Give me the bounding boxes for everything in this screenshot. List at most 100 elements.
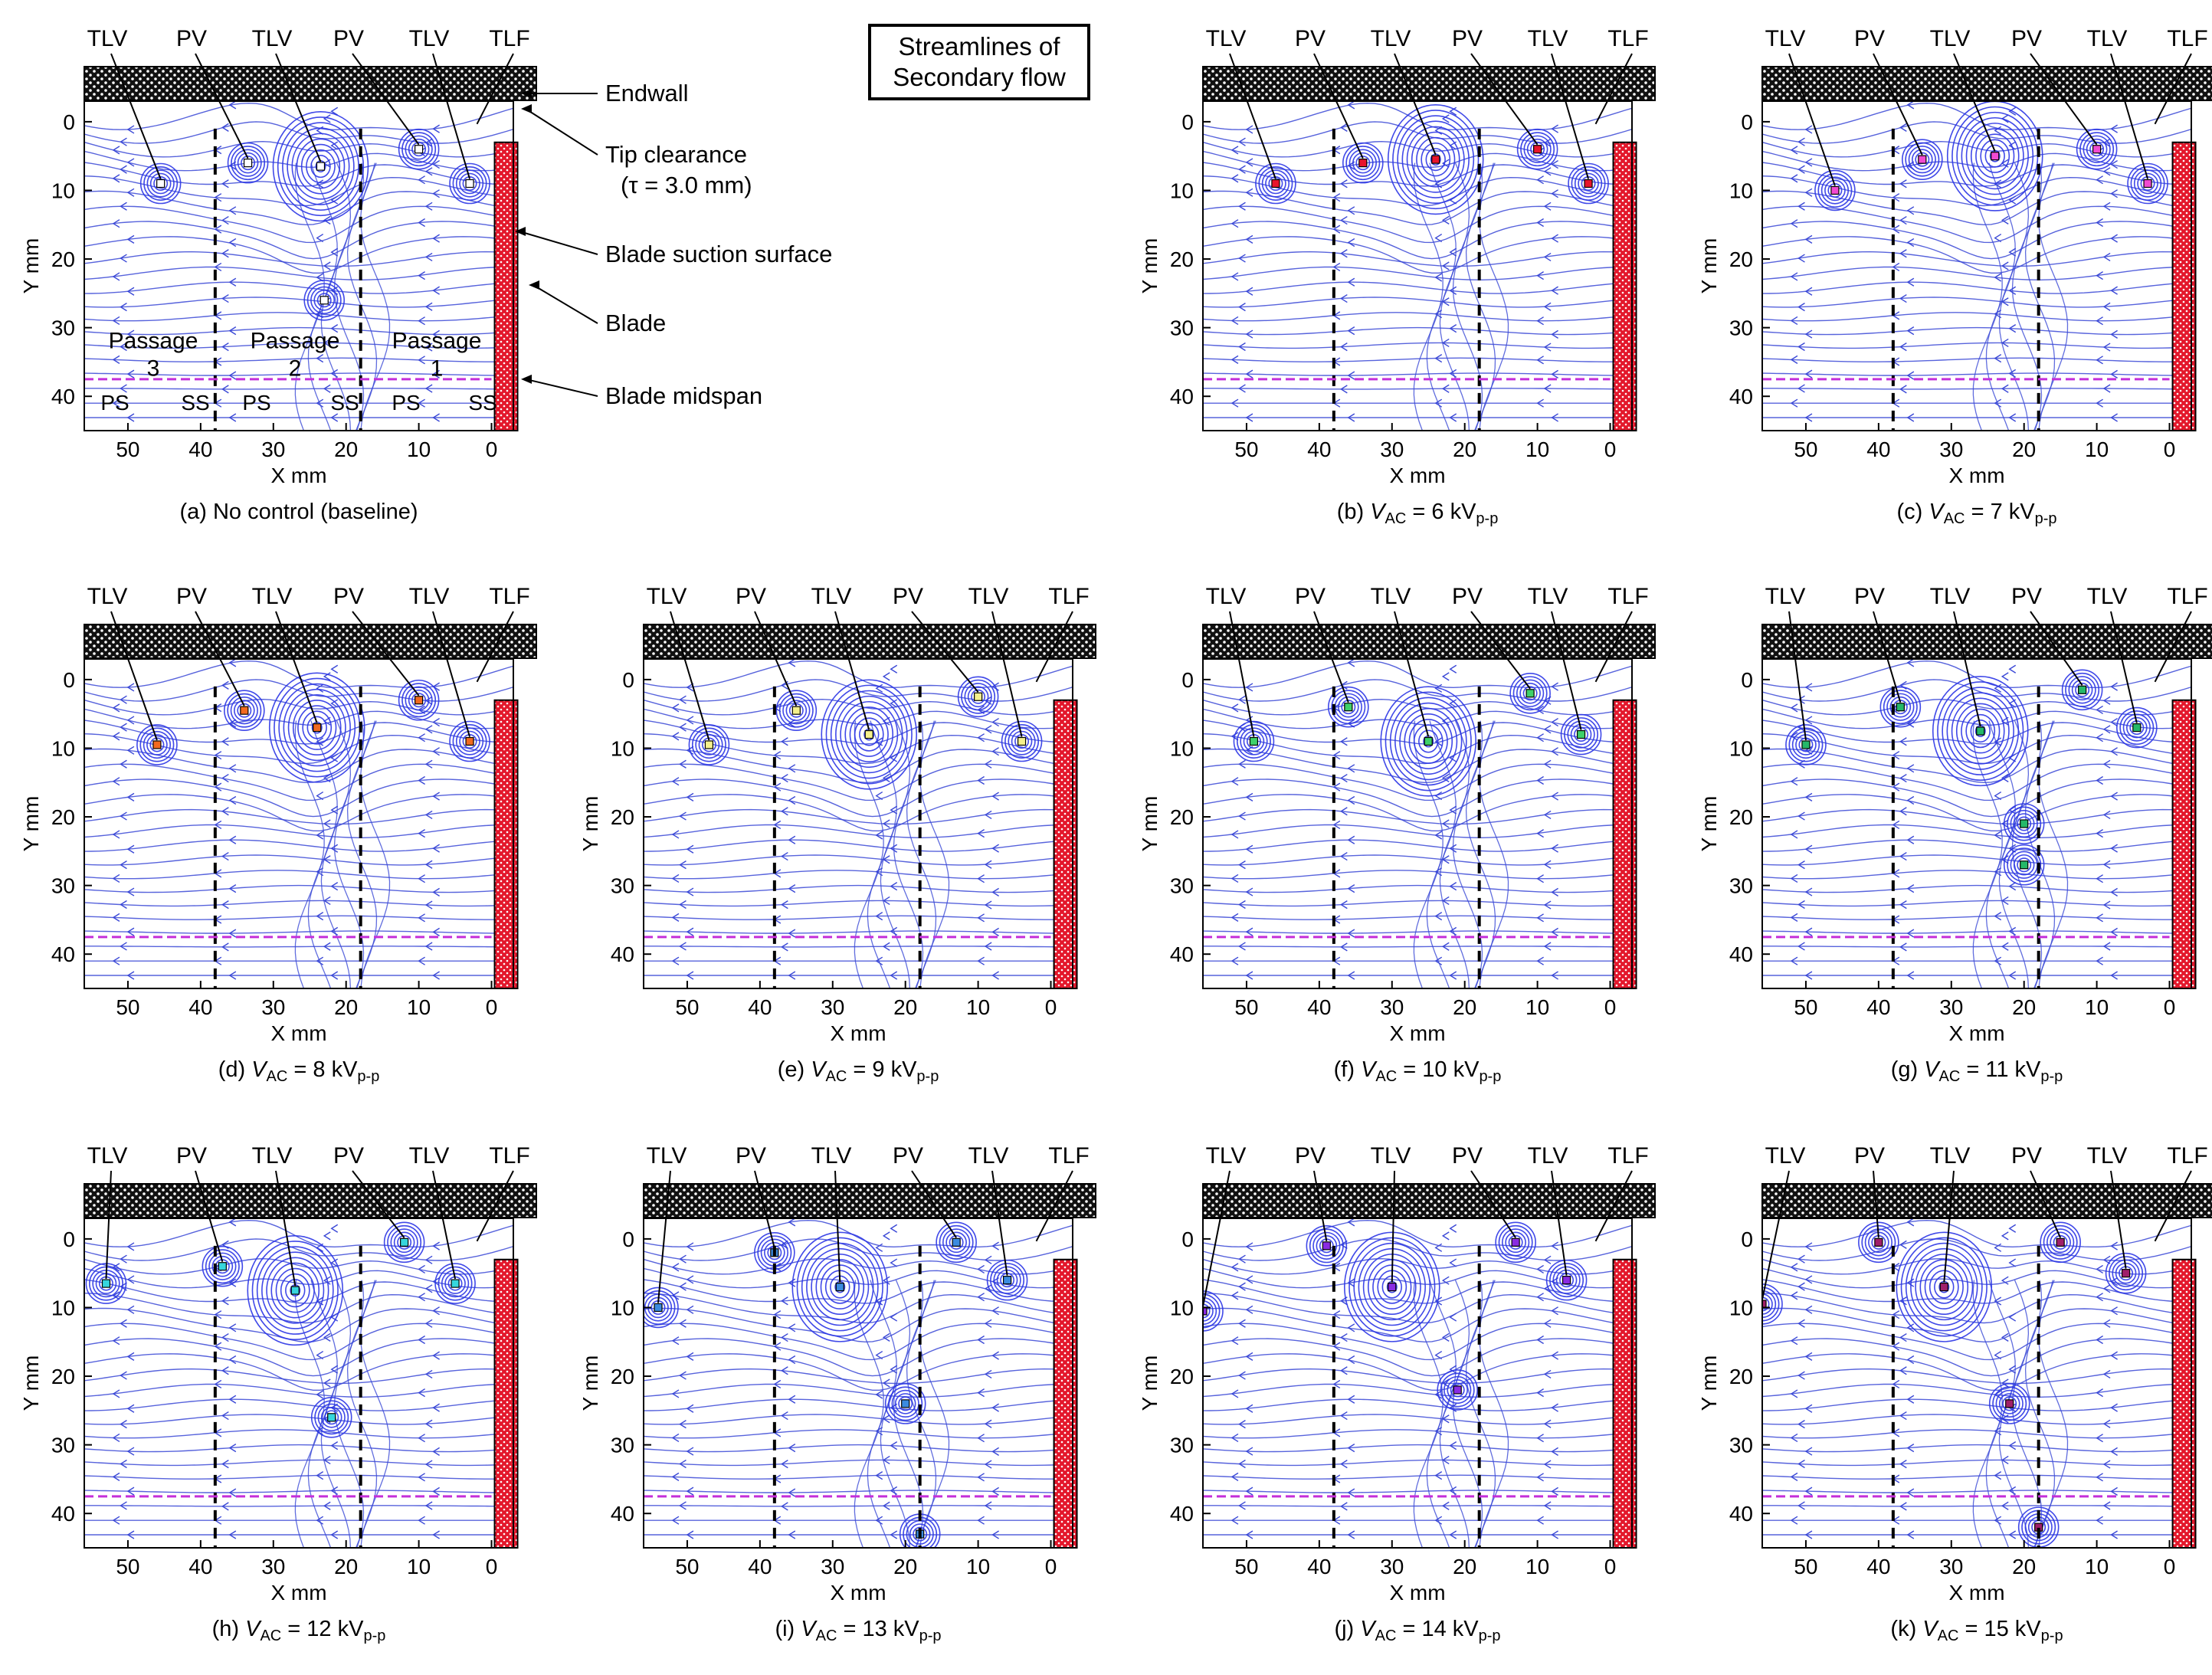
streamline-arrow <box>1245 844 1253 854</box>
streamline-arrow <box>1804 125 1813 134</box>
streamline-arrow <box>2008 1365 2017 1374</box>
streamline-arrow <box>112 272 120 281</box>
streamline-arrow <box>991 1241 999 1251</box>
vortex-leader <box>2030 53 2098 146</box>
vortex-center-marker <box>1939 1282 1948 1292</box>
axes-frame <box>643 1218 1073 1549</box>
streamline-arrow <box>1892 1310 1900 1319</box>
streamline-arrow <box>221 343 229 352</box>
plume-streamline <box>320 720 352 988</box>
streamline-arrow <box>214 1428 222 1437</box>
vortex-label: PV <box>1295 26 1326 51</box>
vortex-label: TLF <box>489 26 529 51</box>
vortex-center-marker <box>156 179 165 188</box>
vortex-ring <box>272 111 369 222</box>
streamline-arrow <box>1245 971 1253 980</box>
streamline <box>1203 698 1632 716</box>
streamline-arrow <box>221 249 229 258</box>
streamline-arrow <box>112 874 120 883</box>
endwall <box>1202 1183 1656 1218</box>
streamline-arrow <box>418 356 425 365</box>
streamline <box>1762 1459 2191 1467</box>
y-axis-label: Y mm <box>19 1355 43 1411</box>
streamline <box>84 884 513 893</box>
vortex-ring <box>441 1269 470 1298</box>
streamline <box>644 1353 1073 1391</box>
streamline-arrow <box>1790 1433 1798 1443</box>
vortex-ring <box>2007 847 2042 883</box>
streamline-arrow <box>2102 810 2111 820</box>
streamline-arrow <box>432 1351 440 1360</box>
streamline-arrow <box>2110 1403 2118 1412</box>
streamline-arrow <box>1340 1240 1348 1249</box>
y-axis-label: Y mm <box>1138 1355 1162 1411</box>
vortex-ring <box>1316 1235 1338 1257</box>
streamline-arrow <box>1536 1434 1544 1443</box>
streamline-arrow <box>1536 913 1544 923</box>
y-tick-label: 20 <box>1729 247 1753 271</box>
streamline <box>644 1383 1073 1398</box>
streamline-arrow <box>418 775 425 785</box>
streamline <box>84 221 513 260</box>
y-tick-label: 20 <box>51 805 75 829</box>
streamline-arrow <box>323 942 331 951</box>
streamline-arrow <box>1899 293 1907 303</box>
x-tick-label: 0 <box>1604 438 1617 461</box>
streamline-arrow <box>977 1388 985 1398</box>
streamline-arrow <box>1245 188 1253 197</box>
x-axis-label: X mm <box>830 1581 886 1605</box>
streamline-arrow <box>112 956 120 965</box>
streamline-arrow <box>112 1336 120 1346</box>
vortex-ring <box>268 672 365 783</box>
streamline <box>1762 808 2191 825</box>
vortex-center-marker <box>451 1279 460 1288</box>
streamline <box>84 205 513 244</box>
streamline-arrow <box>2102 860 2111 869</box>
vortex-ring <box>1912 149 1933 170</box>
vortex-ring <box>2017 816 2032 831</box>
vortex-ring <box>1309 1228 1344 1264</box>
streamline-arrow <box>1231 1433 1239 1443</box>
streamline-arrow <box>686 716 694 725</box>
streamline-arrow <box>1543 343 1552 352</box>
streamline-arrow <box>2001 819 2009 828</box>
streamline-arrow <box>1804 234 1813 244</box>
vortex-ring <box>764 1241 785 1264</box>
vortex-ring <box>1937 681 2024 782</box>
streamline-arrow <box>1231 732 1239 741</box>
streamline-arrow <box>781 1411 788 1421</box>
streamline-arrow <box>418 175 425 185</box>
vortex-ring <box>208 1252 237 1280</box>
vortex-ring <box>854 717 884 752</box>
x-tick-label: 30 <box>1939 1555 1963 1578</box>
y-tick-label: 20 <box>611 805 634 829</box>
streamline-arrow <box>1797 137 1805 146</box>
streamline-arrow <box>221 1332 229 1342</box>
vortex-leader <box>1035 1170 1073 1242</box>
streamline-arrow <box>1804 1305 1813 1314</box>
x-tick-label: 30 <box>821 995 844 1019</box>
streamline-arrow <box>2102 942 2111 951</box>
streamline <box>1762 297 2191 308</box>
streamline-arrow <box>2102 252 2111 262</box>
vortex-label: TLV <box>409 26 450 51</box>
streamline-arrow <box>1536 733 1544 742</box>
vortex-ring <box>698 734 720 756</box>
vortex-label: PV <box>2011 1143 2042 1169</box>
streamline <box>644 1307 1073 1343</box>
streamline-arrow <box>671 956 680 965</box>
vortex-leader <box>275 611 318 723</box>
y-tick-label: 30 <box>51 874 75 898</box>
streamline-arrow <box>1994 737 2002 746</box>
vortex-ring <box>2076 128 2118 170</box>
vortices <box>644 1221 1028 1548</box>
vortex-ring <box>1995 1389 2024 1418</box>
streamline-arrow <box>1231 1389 1239 1398</box>
streamline <box>84 763 513 801</box>
streamline-arrow <box>1551 971 1558 980</box>
vortex-ring <box>1261 169 1290 198</box>
streamline-arrow <box>424 167 433 176</box>
vortex-center-marker <box>1002 1276 1012 1285</box>
streamlines <box>1762 101 2191 431</box>
streamline-arrow <box>418 1434 425 1443</box>
